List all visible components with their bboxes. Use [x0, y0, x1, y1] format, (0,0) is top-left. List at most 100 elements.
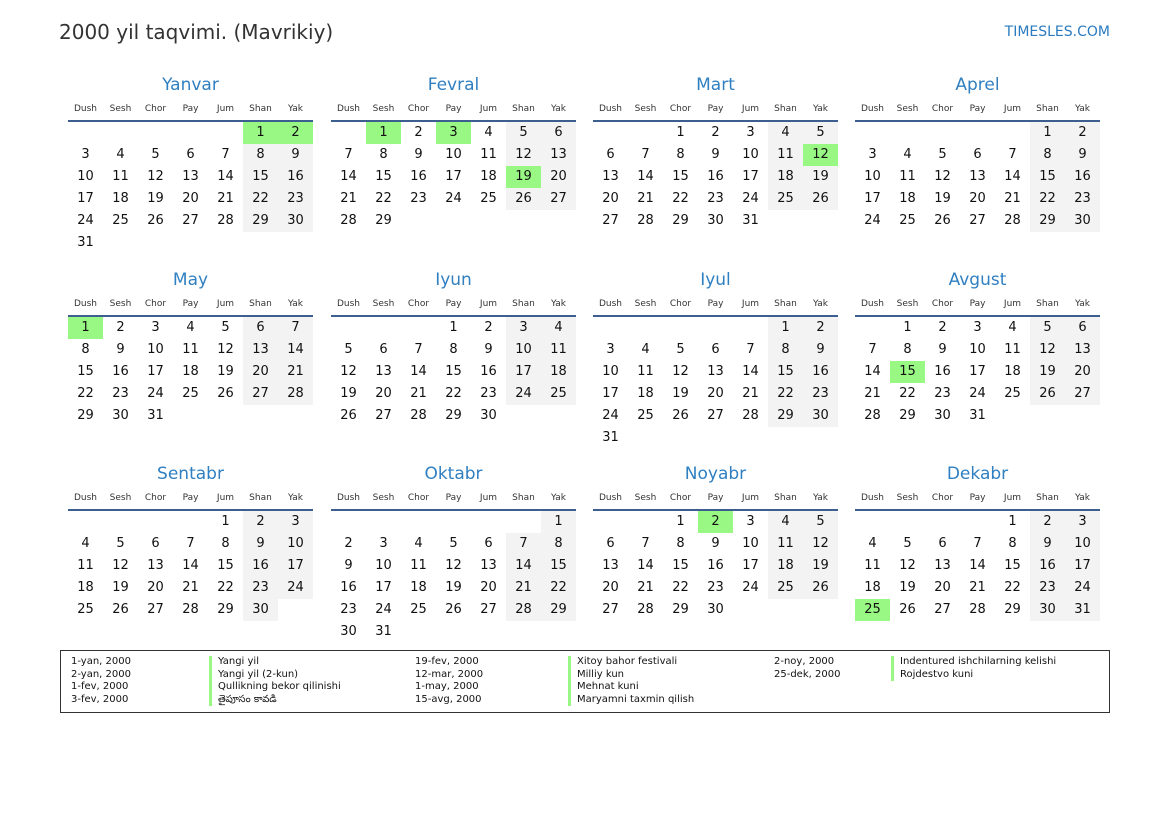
day-cell[interactable]: 24 — [375, 602, 392, 617]
day-cell[interactable]: 26 — [1030, 383, 1065, 405]
day-cell[interactable]: 14 — [969, 558, 986, 573]
day-cell[interactable]: 26 — [445, 602, 462, 617]
day-cell[interactable]: 2 — [711, 125, 720, 140]
day-cell[interactable]: 24 — [445, 191, 462, 206]
day-cell[interactable]: 29 — [77, 408, 94, 423]
day-cell[interactable]: 18 — [112, 191, 129, 206]
day-cell[interactable]: 21 — [182, 580, 199, 595]
day-cell[interactable]: 24 — [742, 191, 759, 206]
day-cell[interactable]: 9 — [803, 339, 838, 361]
day-cell[interactable]: 11 — [112, 169, 129, 184]
day-cell[interactable]: 13 — [602, 558, 619, 573]
day-cell[interactable]: 6 — [186, 147, 195, 162]
day-cell[interactable]: 6 — [711, 342, 720, 357]
day-cell[interactable]: 23 — [112, 386, 129, 401]
day-cell[interactable]: 30 — [112, 408, 129, 423]
day-cell[interactable]: 7 — [414, 342, 423, 357]
day-cell[interactable]: 7 — [868, 342, 877, 357]
day-cell[interactable]: 15 — [1004, 558, 1021, 573]
day-cell[interactable]: 16 — [340, 580, 357, 595]
day-cell[interactable]: 18 — [768, 555, 803, 577]
day-cell[interactable]: 21 — [969, 580, 986, 595]
day-cell[interactable]: 6 — [379, 342, 388, 357]
day-cell[interactable]: 31 — [742, 213, 759, 228]
day-cell[interactable]: 17 — [602, 386, 619, 401]
day-cell[interactable]: 17 — [278, 555, 313, 577]
day-cell[interactable]: 15 — [77, 364, 94, 379]
day-cell[interactable]: 7 — [641, 536, 650, 551]
day-cell[interactable]: 26 — [672, 408, 689, 423]
day-cell[interactable]: 23 — [480, 386, 497, 401]
day-cell[interactable]: 5 — [221, 320, 230, 335]
day-cell[interactable]: 3 — [81, 147, 90, 162]
day-cell[interactable]: 19 — [899, 580, 916, 595]
day-cell[interactable]: 15 — [672, 558, 689, 573]
day-cell[interactable]: 1 — [541, 511, 576, 533]
day-cell[interactable]: 18 — [768, 166, 803, 188]
day-cell[interactable]: 20 — [182, 191, 199, 206]
day-cell[interactable]: 4 — [868, 536, 877, 551]
day-cell[interactable]: 13 — [147, 558, 164, 573]
day-cell[interactable]: 14 — [742, 364, 759, 379]
day-cell[interactable]: 19 — [445, 580, 462, 595]
day-cell[interactable]: 15 — [672, 169, 689, 184]
day-cell[interactable]: 27 — [243, 383, 278, 405]
day-cell[interactable]: 9 — [344, 558, 353, 573]
day-cell[interactable]: 7 — [344, 147, 353, 162]
day-cell[interactable]: 27 — [602, 213, 619, 228]
day-cell[interactable]: 13 — [1065, 339, 1100, 361]
day-cell[interactable]: 21 — [637, 191, 654, 206]
day-cell[interactable]: 28 — [506, 599, 541, 621]
day-cell[interactable]: 25 — [768, 188, 803, 210]
day-cell[interactable]: 18 — [541, 361, 576, 383]
day-cell[interactable]: 25 — [77, 602, 94, 617]
day-cell[interactable]: 7 — [221, 147, 230, 162]
day-cell[interactable]: 8 — [541, 533, 576, 555]
day-cell[interactable]: 31 — [77, 235, 94, 250]
day-cell[interactable]: 16 — [410, 169, 427, 184]
day-cell[interactable]: 15 — [445, 364, 462, 379]
day-cell[interactable]: 31 — [375, 624, 392, 639]
day-cell[interactable]: 4 — [116, 147, 125, 162]
day-cell[interactable]: 19 — [1030, 361, 1065, 383]
day-cell[interactable]: 13 — [375, 364, 392, 379]
day-cell[interactable]: 5 — [1030, 317, 1065, 339]
day-cell[interactable]: 28 — [278, 383, 313, 405]
day-cell[interactable]: 12 — [899, 558, 916, 573]
day-cell[interactable]: 1 — [1008, 514, 1017, 529]
day-cell[interactable]: 30 — [707, 213, 724, 228]
day-cell[interactable]: 30 — [1065, 210, 1100, 232]
day-cell[interactable]: 10 — [375, 558, 392, 573]
day-cell[interactable]: 11 — [182, 342, 199, 357]
day-cell[interactable]: 1 — [449, 320, 458, 335]
day-cell[interactable]: 26 — [934, 213, 951, 228]
day-cell[interactable]: 5 — [676, 342, 685, 357]
day-cell[interactable]: 7 — [641, 147, 650, 162]
day-cell[interactable]: 11 — [899, 169, 916, 184]
day-cell[interactable]: 24 — [1065, 577, 1100, 599]
day-cell[interactable]: 2 — [414, 125, 423, 140]
day-cell[interactable]: 31 — [602, 430, 619, 445]
day-cell[interactable]: 2 — [344, 536, 353, 551]
holiday-day-cell[interactable]: 2 — [278, 122, 313, 144]
day-cell[interactable]: 10 — [445, 147, 462, 162]
day-cell[interactable]: 11 — [768, 144, 803, 166]
day-cell[interactable]: 5 — [903, 536, 912, 551]
day-cell[interactable]: 18 — [480, 169, 497, 184]
day-cell[interactable]: 20 — [934, 580, 951, 595]
day-cell[interactable]: 27 — [934, 602, 951, 617]
day-cell[interactable]: 28 — [182, 602, 199, 617]
day-cell[interactable]: 4 — [81, 536, 90, 551]
day-cell[interactable]: 20 — [375, 386, 392, 401]
day-cell[interactable]: 8 — [676, 147, 685, 162]
day-cell[interactable]: 25 — [637, 408, 654, 423]
day-cell[interactable]: 12 — [1030, 339, 1065, 361]
day-cell[interactable]: 11 — [768, 533, 803, 555]
day-cell[interactable]: 25 — [410, 602, 427, 617]
day-cell[interactable]: 29 — [768, 405, 803, 427]
holiday-day-cell[interactable]: 2 — [698, 511, 733, 533]
day-cell[interactable]: 8 — [903, 342, 912, 357]
day-cell[interactable]: 10 — [278, 533, 313, 555]
day-cell[interactable]: 8 — [221, 536, 230, 551]
day-cell[interactable]: 16 — [112, 364, 129, 379]
